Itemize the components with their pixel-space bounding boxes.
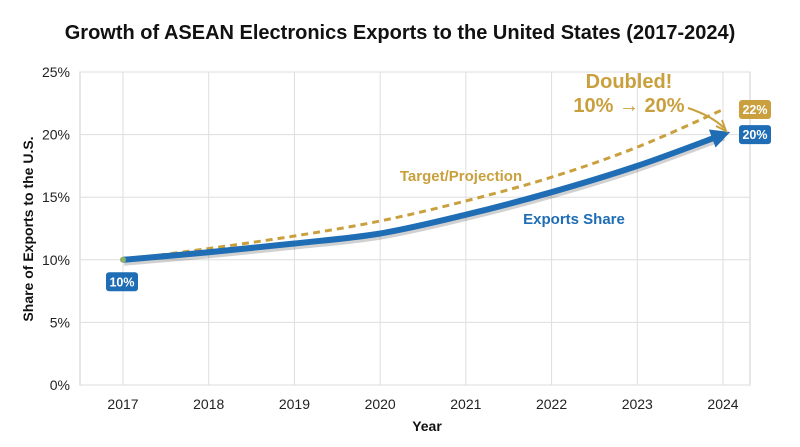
exports-label: Exports Share	[523, 211, 625, 228]
series-labels: 10% 20% 22% Target/Projection Exports Share	[106, 100, 771, 292]
annotation-line-2: 10% → 20%	[573, 95, 684, 117]
y-tick-label: 15%	[42, 189, 70, 205]
annotation: Doubled!10% → 20%	[573, 71, 728, 134]
exports-line	[122, 129, 731, 263]
x-tick-label: 2022	[536, 396, 567, 412]
start-value-badge-bg	[106, 272, 138, 292]
x-tick-label: 2017	[107, 396, 138, 412]
start-value-badge: 10%	[109, 275, 134, 289]
x-axis-label: Year	[412, 418, 442, 434]
exports-end-badge-bg	[739, 125, 771, 145]
exports-end-badge: 20%	[742, 128, 767, 142]
x-tick-label: 2018	[193, 396, 224, 412]
y-axis-ticks: 0% 5% 10% 15% 20% 25%	[42, 64, 70, 393]
annotation-line-1: Doubled!	[586, 71, 673, 93]
projection-end-badge-bg	[739, 100, 771, 120]
y-tick-label: 10%	[42, 252, 70, 268]
x-tick-label: 2023	[622, 396, 653, 412]
projection-label: Target/Projection	[400, 168, 522, 185]
start-point-marker	[120, 256, 126, 263]
chart-title: Growth of ASEAN Electronics Exports to t…	[65, 22, 736, 44]
x-axis-ticks: 2017 2018 2019 2020 2021 2022 2023 2024	[107, 396, 738, 412]
y-tick-label: 0%	[50, 377, 70, 393]
series-lines	[120, 108, 731, 266]
projection-end-badge: 22%	[742, 103, 767, 117]
y-tick-label: 20%	[42, 127, 70, 143]
x-tick-label: 2024	[707, 396, 738, 412]
projection-line	[122, 108, 724, 262]
exports-line-shadow	[123, 134, 726, 266]
annotation-arrowhead	[715, 119, 728, 134]
x-tick-label: 2019	[279, 396, 310, 412]
annotation-arrow	[687, 107, 725, 129]
gridlines	[79, 71, 751, 386]
y-axis-label: Share of Exports to the U.S.	[20, 136, 36, 321]
y-tick-label: 25%	[42, 64, 70, 80]
y-tick-label: 5%	[50, 314, 70, 330]
x-tick-label: 2021	[450, 396, 481, 412]
x-tick-label: 2020	[365, 396, 396, 412]
